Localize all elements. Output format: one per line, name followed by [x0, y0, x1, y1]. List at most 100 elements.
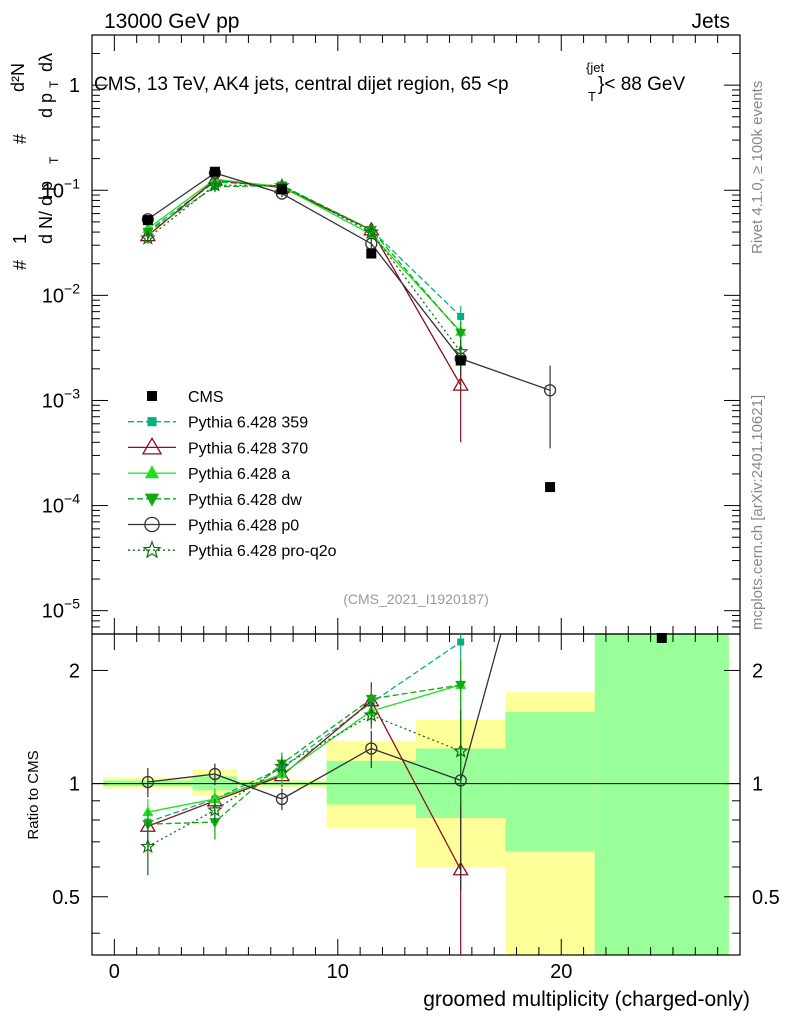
marker-circle-open [144, 516, 160, 533]
ratio-series-pq2o [140, 702, 469, 876]
legend-label-pp0: Pythia 6.428 p0 [188, 518, 299, 535]
marker-triangle-down [365, 694, 377, 705]
lower-ytick-label-1: 1 [69, 774, 80, 796]
ytitle-dlambda: dλ [36, 53, 56, 72]
lower-axes-box [91, 633, 741, 956]
marker-circle-open [275, 792, 289, 806]
legend-entry-pa: Pythia 6.428 a [128, 465, 290, 483]
xtick-label-1: 10 [327, 961, 349, 983]
marker-star-open [274, 758, 290, 774]
upper-ytick-label-2: 10−2 [42, 280, 80, 307]
legend-label-pdw: Pythia 6.428 dw [188, 492, 302, 509]
upper-ytick-exp: −2 [64, 280, 80, 296]
series-line-pq2o [147, 184, 462, 353]
xtick-label-2: 20 [550, 961, 572, 983]
band-green-6 [594, 634, 729, 955]
title-end: }< 88 GeV [598, 74, 685, 95]
band-green-5 [505, 712, 595, 852]
marker-square [209, 166, 220, 177]
header-right: Jets [691, 10, 730, 33]
series-line-p359 [147, 181, 462, 317]
title-main: CMS, 13 TeV, AK4 jets, central dijet reg… [94, 74, 509, 95]
upper-ytick-label-5: 10−5 [42, 596, 80, 623]
marker-square [656, 632, 667, 643]
lower-ytick-label-2: 2 [69, 660, 80, 682]
title-sup: {jet [586, 60, 604, 75]
legend-label-p359: Pythia 6.428 359 [188, 415, 308, 432]
band-green-3 [326, 760, 416, 805]
upper-ytick-exp: −4 [64, 491, 80, 507]
ytitle-t2: T [47, 80, 61, 88]
marker-triangle-down [455, 328, 467, 339]
marker-star-open [140, 230, 156, 245]
ytitle-dpdl: d p [36, 93, 56, 118]
marker-triangle-down [144, 493, 160, 507]
marker-star-open [140, 838, 156, 854]
marker-square [545, 482, 556, 493]
marker-star-open [452, 343, 469, 359]
marker-triangle [144, 465, 160, 479]
upper-ytick-base: 10 [42, 601, 64, 623]
upper-ytick-base: 10 [42, 180, 64, 202]
xtick-label-0: 0 [109, 961, 120, 983]
marker-star-open [142, 540, 162, 559]
marker-triangle [209, 792, 221, 803]
marker-star-open [363, 707, 380, 722]
upper-ytick-base: 10 [42, 390, 64, 412]
marker-square-small [147, 417, 157, 427]
legend-label-p370: Pythia 6.428 370 [188, 440, 308, 457]
marker-triangle-open [141, 437, 163, 455]
legend-entry-pq2o: Pythia 6.428 pro-q2o [128, 540, 337, 560]
legend-label-pa: Pythia 6.428 a [188, 466, 290, 483]
ytitle-hash-mid: # [10, 134, 30, 144]
upper-ytick-exp: −3 [64, 385, 80, 401]
legend-entry-pp0: Pythia 6.428 p0 [128, 516, 299, 535]
series-cms [142, 166, 667, 643]
legend-label-cms: CMS [188, 389, 224, 406]
plot-title: CMS, 13 TeV, AK4 jets, central dijet reg… [94, 60, 685, 104]
lower-y-axis-title: Ratio to CMS [25, 750, 42, 839]
upper-ytick-exp: −1 [64, 175, 80, 191]
marker-triangle-down [209, 818, 221, 829]
legend-entry-cms: CMS [147, 389, 224, 406]
lower-frame: 0.5 0.51 12 20 10 20 [52, 633, 780, 983]
marker-circle-open [543, 384, 557, 397]
upper-ytick-label-1: 10−1 [42, 175, 80, 202]
series-line-pdw [147, 184, 462, 334]
ratio-bands [103, 634, 729, 955]
marker-star-open [363, 223, 380, 239]
series-pp0 [141, 166, 557, 449]
marker-triangle-open [452, 376, 469, 391]
upper-series [139, 166, 667, 643]
marker-circle-open [208, 767, 222, 781]
marker-star-open [207, 176, 223, 192]
ytitle-d2n: d²N [8, 63, 28, 92]
watermark: (CMS_2021_I1920187) [343, 591, 489, 607]
legend-entry-p370: Pythia 6.428 370 [128, 437, 308, 457]
marker-circle-open [365, 742, 378, 755]
upper-ytick-base: 10 [42, 496, 64, 518]
series-line-pa [147, 178, 462, 333]
x-axis-title: groomed multiplicity (charged-only) [423, 988, 750, 1011]
marker-square [455, 355, 466, 366]
title-sub: T [588, 89, 596, 104]
upper-ytick-label-3: 10−3 [42, 385, 80, 412]
lower-series [139, 633, 502, 955]
marker-circle-open [141, 775, 155, 789]
legend-entry-p359: Pythia 6.428 359 [128, 415, 308, 432]
ytitle-t1: T [47, 156, 61, 164]
legend: CMS Pythia 6.428 359 Pythia 6.428 370 Pythi… [128, 389, 337, 560]
upper-y-axis-title: # 1 d N/ d p T # d²N d p T dλ [8, 53, 61, 270]
legend-label-pq2o: Pythia 6.428 pro-q2o [188, 543, 337, 560]
upper-ytick-label-0: 1 [69, 75, 80, 97]
marker-square [366, 248, 377, 259]
marker-square [147, 391, 157, 401]
ytitle-hash-left: # [10, 260, 30, 270]
upper-ytick-exp: −5 [64, 596, 80, 612]
ratio-line-pp0 [147, 633, 502, 800]
legend-entry-pdw: Pythia 6.428 dw [128, 492, 302, 509]
marker-square-small [457, 312, 465, 320]
marker-square [276, 184, 287, 195]
series-line-p370 [147, 179, 462, 386]
